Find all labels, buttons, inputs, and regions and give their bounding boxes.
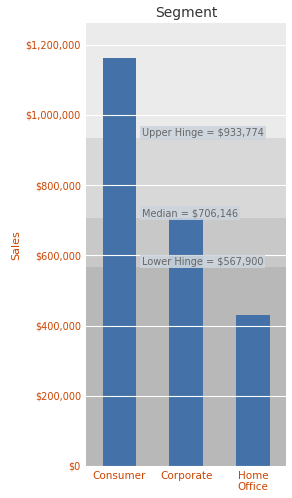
Bar bbox=[86, 138, 286, 218]
Bar bbox=[102, 58, 136, 466]
Bar bbox=[236, 315, 270, 466]
Bar bbox=[86, 266, 286, 466]
Bar bbox=[169, 218, 203, 466]
Text: Median = $706,146: Median = $706,146 bbox=[142, 208, 238, 218]
Text: Upper Hinge = $933,774: Upper Hinge = $933,774 bbox=[142, 128, 264, 138]
Text: Lower Hinge = $567,900: Lower Hinge = $567,900 bbox=[142, 256, 263, 266]
Bar bbox=[86, 23, 286, 138]
Y-axis label: Sales: Sales bbox=[11, 230, 21, 259]
Title: Segment: Segment bbox=[155, 5, 217, 19]
Bar bbox=[86, 218, 286, 266]
